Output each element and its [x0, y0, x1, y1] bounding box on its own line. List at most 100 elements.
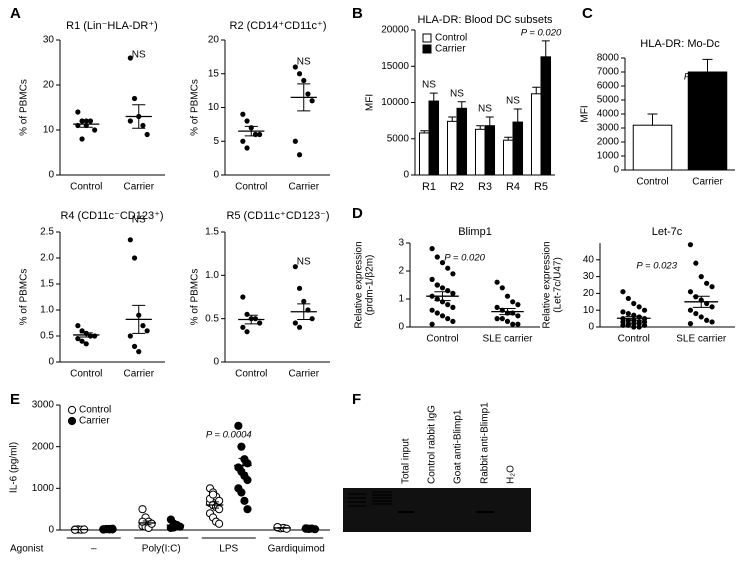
data-point — [499, 316, 505, 322]
sem-bar — [297, 303, 311, 321]
y-tick-label: 20000 — [381, 25, 409, 36]
data-point — [144, 328, 150, 334]
data-point — [237, 442, 246, 451]
data-point — [282, 524, 291, 533]
data-point — [257, 131, 263, 138]
y-tick-label: 3 — [398, 238, 404, 249]
sem-bar — [132, 304, 146, 334]
chart-title: Let-7c — [652, 226, 683, 238]
data-point — [75, 109, 81, 115]
data-point — [641, 307, 648, 313]
legend-marker — [67, 405, 77, 415]
data-point — [439, 260, 446, 266]
legend-label: Carrier — [435, 44, 466, 55]
y-tick-label: 1000 — [32, 483, 55, 494]
y-axis-label: MFI — [365, 94, 376, 111]
data-point — [687, 242, 694, 248]
legend-label: Control — [435, 33, 467, 44]
legend-swatch — [422, 33, 432, 43]
y-tick-label: 1.0 — [40, 305, 54, 316]
panel-label: F — [352, 391, 361, 408]
sem-bar — [692, 295, 710, 308]
y-axis-label: (prdm-1/β2m) — [365, 255, 376, 316]
data-point — [641, 322, 648, 328]
data-point — [445, 265, 451, 271]
bar — [456, 107, 468, 176]
data-point — [693, 310, 699, 317]
data-point — [243, 505, 252, 514]
x-tick-label: SLE carrier — [676, 334, 727, 345]
y-tick-label: 5000 — [597, 95, 620, 106]
x-tick-label: R5 — [534, 181, 548, 193]
y-tick-label: 5 — [213, 136, 219, 147]
x-tick-label: Gardiquimod — [268, 544, 325, 555]
sem-bar — [244, 125, 258, 137]
data-point — [620, 289, 626, 295]
annotation: NS — [450, 88, 464, 99]
data-point — [494, 304, 500, 310]
y-tick-label: 0.5 — [40, 331, 54, 342]
y-axis-label: Relative expression — [354, 241, 365, 328]
chart-title: Blimp1 — [458, 226, 492, 238]
y-tick-label: 0 — [213, 170, 219, 181]
data-point — [636, 304, 642, 310]
data-point — [92, 333, 98, 339]
data-point — [215, 505, 224, 514]
data-point — [79, 328, 85, 334]
y-tick-label: 3000 — [32, 400, 55, 411]
data-point — [127, 237, 133, 243]
data-point — [237, 488, 246, 497]
data-point — [75, 323, 81, 329]
data-point — [515, 321, 521, 327]
x-tick-label: LPS — [219, 544, 238, 555]
data-point — [292, 138, 298, 144]
sem-bar — [244, 314, 258, 325]
data-point — [305, 91, 311, 97]
data-point — [79, 136, 85, 142]
data-point — [301, 77, 307, 84]
data-point — [620, 309, 626, 315]
data-point — [450, 271, 456, 277]
annotation: NS — [422, 80, 436, 91]
data-point — [620, 322, 626, 328]
bar — [687, 71, 728, 171]
data-point — [450, 304, 456, 310]
data-point — [429, 307, 435, 313]
annotation: P = 0.020 — [444, 253, 485, 264]
x-tick-label: R3 — [478, 181, 492, 193]
data-point — [296, 285, 303, 291]
y-tick-label: 1000 — [597, 151, 620, 162]
annotation: NS — [297, 57, 311, 68]
y-tick-label: 1.0 — [205, 270, 219, 281]
data-point — [301, 298, 307, 304]
y-tick-label: 1.5 — [40, 279, 54, 290]
error-bar — [504, 136, 513, 141]
panel-label: D — [352, 205, 363, 222]
data-point — [292, 320, 298, 326]
bar — [632, 124, 673, 171]
data-point — [445, 302, 451, 308]
x-tick-label: Carrier — [288, 182, 319, 193]
x-tick-label: Control — [636, 177, 668, 188]
error-bar — [541, 40, 550, 57]
data-point — [244, 118, 250, 124]
data-point — [208, 490, 218, 499]
data-point — [429, 246, 435, 252]
data-point — [131, 343, 138, 349]
data-point — [515, 302, 521, 308]
x-tick-label: Carrier — [288, 369, 319, 380]
x-tick-label: Poly(I:C) — [142, 544, 181, 555]
y-tick-label: 20 — [583, 288, 595, 299]
data-point — [144, 131, 150, 138]
x-tick-label: Control — [235, 182, 267, 193]
annotation: NS — [132, 50, 146, 61]
data-point — [131, 255, 138, 261]
x-tick-label: R1 — [422, 181, 436, 193]
data-point — [704, 280, 710, 286]
data-point — [92, 127, 98, 133]
data-point — [240, 111, 246, 117]
y-tick-label: 3000 — [597, 123, 620, 134]
data-point — [450, 290, 456, 296]
data-point — [494, 279, 500, 285]
data-point — [693, 260, 699, 266]
